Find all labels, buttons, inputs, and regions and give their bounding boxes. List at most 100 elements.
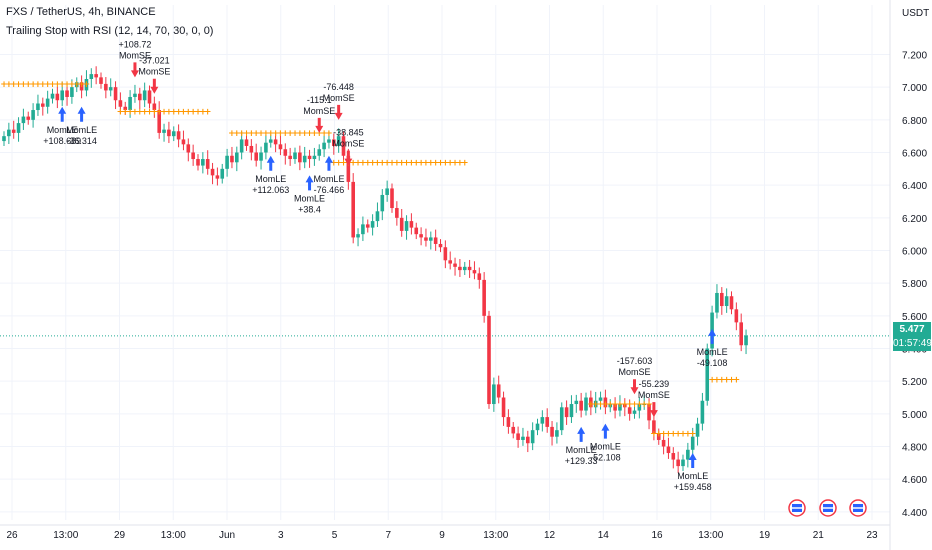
- candle-body: [31, 110, 35, 120]
- short-signal-arrow: [344, 150, 353, 166]
- trailing-stop-marker: +: [417, 158, 425, 168]
- long-signal-arrow: [688, 453, 697, 469]
- trailing-stop-marker: +: [650, 429, 658, 439]
- candle-body: [424, 237, 428, 241]
- trailing-stop-marker: +: [611, 400, 619, 410]
- long-signal-arrow: [77, 106, 86, 122]
- trailing-stop-marker: +: [354, 158, 362, 168]
- candle-body: [482, 279, 486, 316]
- short-signal-arrow: [315, 117, 324, 133]
- trailing-stop-marker: +: [63, 80, 71, 90]
- trailing-stop-marker: +: [20, 80, 28, 90]
- trailing-stop-marker: +: [408, 158, 416, 168]
- candle-body: [390, 188, 394, 209]
- trailing-stop-marker: +: [437, 158, 445, 168]
- y-tick-label: 4.400: [902, 508, 927, 519]
- candle-body: [477, 273, 482, 280]
- trailing-stop-marker: +: [393, 158, 401, 168]
- trailing-stop-marker: +: [180, 108, 188, 118]
- signal-label: MomLE: [677, 471, 708, 481]
- candle-body: [647, 404, 651, 421]
- trailing-stop-marker: +: [640, 400, 648, 410]
- candle-body: [235, 152, 239, 163]
- trailing-stop-marker: +: [446, 158, 454, 168]
- candle-body: [550, 426, 554, 437]
- signal-label: MomSE: [332, 139, 364, 149]
- candle-body: [133, 93, 137, 97]
- trailing-stop-marker: +: [427, 158, 435, 168]
- long-signal-arrow: [324, 155, 333, 171]
- trailing-stop-marker: +: [262, 129, 270, 139]
- candle-body: [65, 90, 69, 97]
- trailing-stop-marker: +: [39, 80, 47, 90]
- candle-body: [487, 315, 491, 405]
- candle-body: [317, 149, 322, 156]
- trailing-stop-marker: +: [684, 429, 692, 439]
- signal-label: -115.1: [307, 95, 332, 105]
- trailing-stop-marker: +: [204, 108, 212, 118]
- signal-label: MomLE: [294, 193, 325, 203]
- candle-body: [443, 247, 448, 261]
- signal-label: MomLE: [66, 125, 97, 135]
- candle-body: [74, 82, 79, 88]
- x-tick-label: 23: [866, 530, 878, 541]
- x-tick-label: 29: [114, 530, 126, 541]
- candle-body: [652, 420, 656, 434]
- trailing-stop-marker: +: [68, 80, 76, 90]
- x-tick-label: 13:00: [161, 530, 186, 541]
- long-signal-arrow: [577, 426, 586, 442]
- candle-body: [99, 77, 103, 84]
- candle-body: [559, 407, 564, 431]
- candle-body: [283, 149, 288, 156]
- trailing-stop-marker: +: [670, 429, 678, 439]
- trailing-stop-marker: +: [636, 400, 644, 410]
- candle-body: [307, 155, 312, 160]
- candle-body: [705, 348, 710, 401]
- candle-body: [666, 446, 671, 454]
- trailing-stop-marker: +: [10, 80, 18, 90]
- candle-body: [327, 139, 331, 143]
- x-tick-label: 7: [385, 530, 391, 541]
- y-tick-label: 7.000: [902, 83, 927, 94]
- trailing-stop-marker: +: [655, 429, 663, 439]
- signal-label: -157.603: [617, 356, 653, 366]
- signal-label: MomLE: [313, 174, 344, 184]
- trailing-stop-marker: +: [5, 80, 13, 90]
- trailing-stop-marker: +: [58, 80, 66, 90]
- y-tick-label: 6.800: [902, 116, 927, 127]
- x-tick-label: 21: [813, 530, 825, 541]
- candle-body: [332, 139, 336, 146]
- trailing-stop-marker: +: [155, 108, 163, 118]
- candle-body: [656, 433, 661, 440]
- signal-label: +159.458: [674, 482, 712, 492]
- trailing-stop-marker: +: [733, 376, 741, 386]
- x-tick-label: 9: [439, 530, 445, 541]
- trailing-stop-marker: +: [660, 429, 668, 439]
- candle-body: [395, 208, 399, 218]
- trailing-stop-marker: +: [442, 158, 450, 168]
- candle-body: [511, 426, 516, 434]
- trailing-stop-marker: +: [0, 80, 8, 90]
- short-signal-arrow: [334, 104, 343, 120]
- signal-label: -55.239: [639, 379, 670, 389]
- trailing-stop-marker: +: [248, 129, 256, 139]
- trailing-stop-marker: +: [49, 80, 57, 90]
- trailing-stop-marker: +: [73, 80, 81, 90]
- signal-label: +112.063: [252, 185, 289, 195]
- trailing-stop-marker: +: [277, 129, 285, 139]
- signal-label: MomSE: [138, 67, 170, 77]
- trailing-stop-marker: +: [587, 400, 595, 410]
- candle-body: [700, 400, 705, 424]
- candle-body: [681, 459, 685, 467]
- trailing-stop-marker: +: [364, 158, 372, 168]
- candle-body: [36, 103, 40, 111]
- indicator-legend[interactable]: Trailing Stop with RSI (12, 14, 70, 30, …: [6, 25, 214, 37]
- candle-body: [273, 139, 278, 145]
- y-tick-label: 5.800: [902, 279, 927, 290]
- candle-body: [2, 136, 6, 142]
- signal-label: -36.314: [66, 136, 97, 146]
- trailing-stop-marker: +: [592, 400, 600, 410]
- candle-body: [521, 436, 525, 440]
- candle-body: [472, 270, 477, 274]
